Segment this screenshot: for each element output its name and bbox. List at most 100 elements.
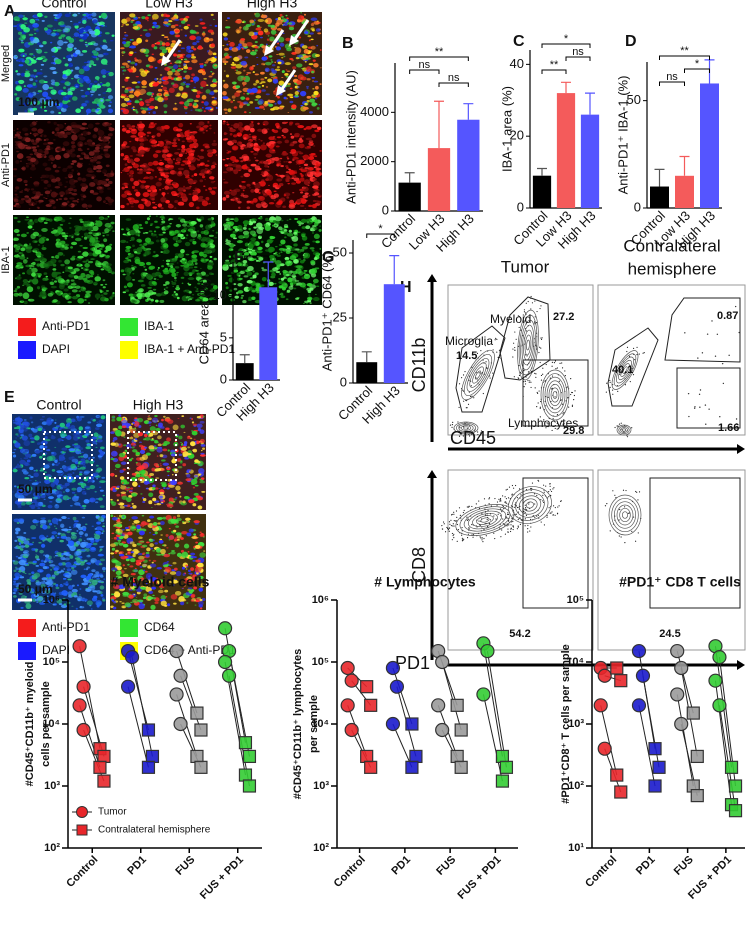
image-texture [171,82,174,84]
image-texture [28,299,30,300]
image-texture [50,282,55,286]
image-texture [189,202,194,207]
image-texture [154,230,156,232]
image-texture [238,43,242,46]
image-texture [58,242,61,244]
image-texture [44,52,48,53]
image-texture [31,571,34,574]
image-texture [81,103,87,107]
image-texture [163,271,169,275]
image-texture [96,161,101,164]
image-texture [142,454,148,460]
image-texture [226,229,228,231]
image-texture [249,230,254,234]
image-texture [272,129,275,132]
image-texture [13,420,15,421]
image-texture [182,230,184,231]
image-texture [15,437,17,438]
image-texture [19,37,25,40]
image-texture [195,262,198,265]
image-texture [312,23,314,24]
image-texture [314,234,320,239]
image-texture [247,206,251,209]
image-texture [307,96,311,99]
image-texture [189,266,194,268]
image-texture [27,459,31,462]
image-texture [15,294,17,296]
image-texture [251,88,258,93]
image-texture [171,282,176,285]
image-texture [188,152,191,155]
image-texture [153,207,157,209]
image-texture [295,123,300,126]
image-texture [125,450,127,452]
image-texture [88,252,92,256]
image-texture [173,53,177,56]
image-texture [100,297,107,302]
image-texture [29,78,33,81]
image-texture [74,180,78,182]
image-texture [269,55,273,57]
image-texture [13,55,18,59]
image-texture [74,520,79,522]
image-texture [226,158,228,159]
image-texture [193,48,196,50]
image-texture [64,186,67,188]
image-texture [65,445,70,448]
image-texture [19,460,26,465]
image-texture [278,53,284,56]
image-texture [281,16,284,18]
image-texture [162,45,165,46]
image-texture [112,35,115,37]
image-texture [68,427,72,429]
image-texture [226,44,228,46]
image-texture [255,13,260,18]
image-texture [122,425,127,428]
image-texture [156,272,158,274]
image-texture [144,434,148,437]
image-texture [224,56,230,59]
image-texture [41,544,45,548]
image-texture [23,440,30,446]
image-texture [159,275,163,278]
image-texture [253,227,257,229]
image-texture [208,29,214,32]
image-texture [82,251,88,256]
image-texture [233,87,236,89]
image-texture [26,165,29,168]
image-texture [94,259,96,260]
image-texture [102,235,104,237]
image-texture [174,277,177,279]
image-texture [264,77,267,79]
image-texture [40,450,43,452]
image-texture [46,276,48,278]
image-texture [226,75,229,78]
image-texture [33,248,39,252]
image-texture [132,442,134,443]
image-texture [139,445,143,448]
image-texture [177,162,180,164]
image-texture [190,110,192,111]
image-texture [50,33,56,36]
image-texture [211,221,214,224]
image-texture [205,197,209,201]
image-texture [139,101,144,106]
image-texture [184,101,190,107]
image-texture [35,80,37,82]
image-texture [21,42,24,44]
image-texture [282,287,286,290]
image-texture [54,447,56,448]
image-texture [23,27,30,32]
image-texture [188,228,194,231]
image-texture [135,100,139,102]
image-texture [174,193,179,196]
image-texture [306,86,309,88]
image-texture [200,81,206,87]
image-texture [161,502,163,503]
image-texture [153,153,158,157]
image-texture [185,176,190,178]
image-texture [149,196,155,200]
image-texture [242,21,244,23]
image-texture [87,17,93,20]
image-texture [253,198,258,203]
